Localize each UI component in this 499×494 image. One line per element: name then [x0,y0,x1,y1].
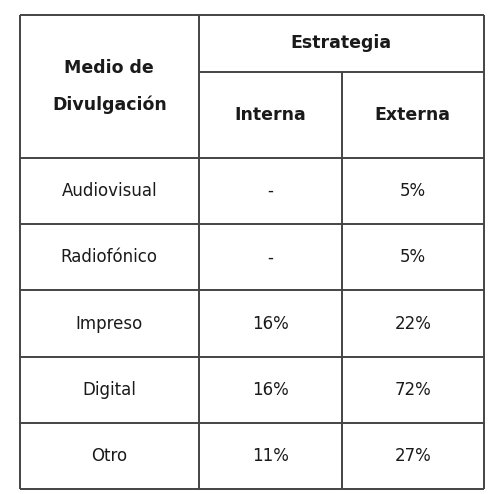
Text: Divulgación: Divulgación [52,96,167,115]
Text: 16%: 16% [251,315,288,332]
Text: 22%: 22% [394,315,431,332]
Text: 11%: 11% [251,447,288,465]
Text: Radiofónico: Radiofónico [61,248,158,266]
Text: Impreso: Impreso [76,315,143,332]
Text: Medio de: Medio de [64,59,154,77]
Text: 5%: 5% [400,248,426,266]
Text: 72%: 72% [394,381,431,399]
Text: Digital: Digital [82,381,136,399]
Text: Otro: Otro [91,447,127,465]
Text: 27%: 27% [394,447,431,465]
Text: -: - [267,182,273,200]
Text: Interna: Interna [234,106,306,124]
Text: 16%: 16% [251,381,288,399]
Text: Audiovisual: Audiovisual [61,182,157,200]
Text: Externa: Externa [375,106,451,124]
Text: -: - [267,248,273,266]
Text: 5%: 5% [400,182,426,200]
Text: Estrategia: Estrategia [291,34,392,52]
